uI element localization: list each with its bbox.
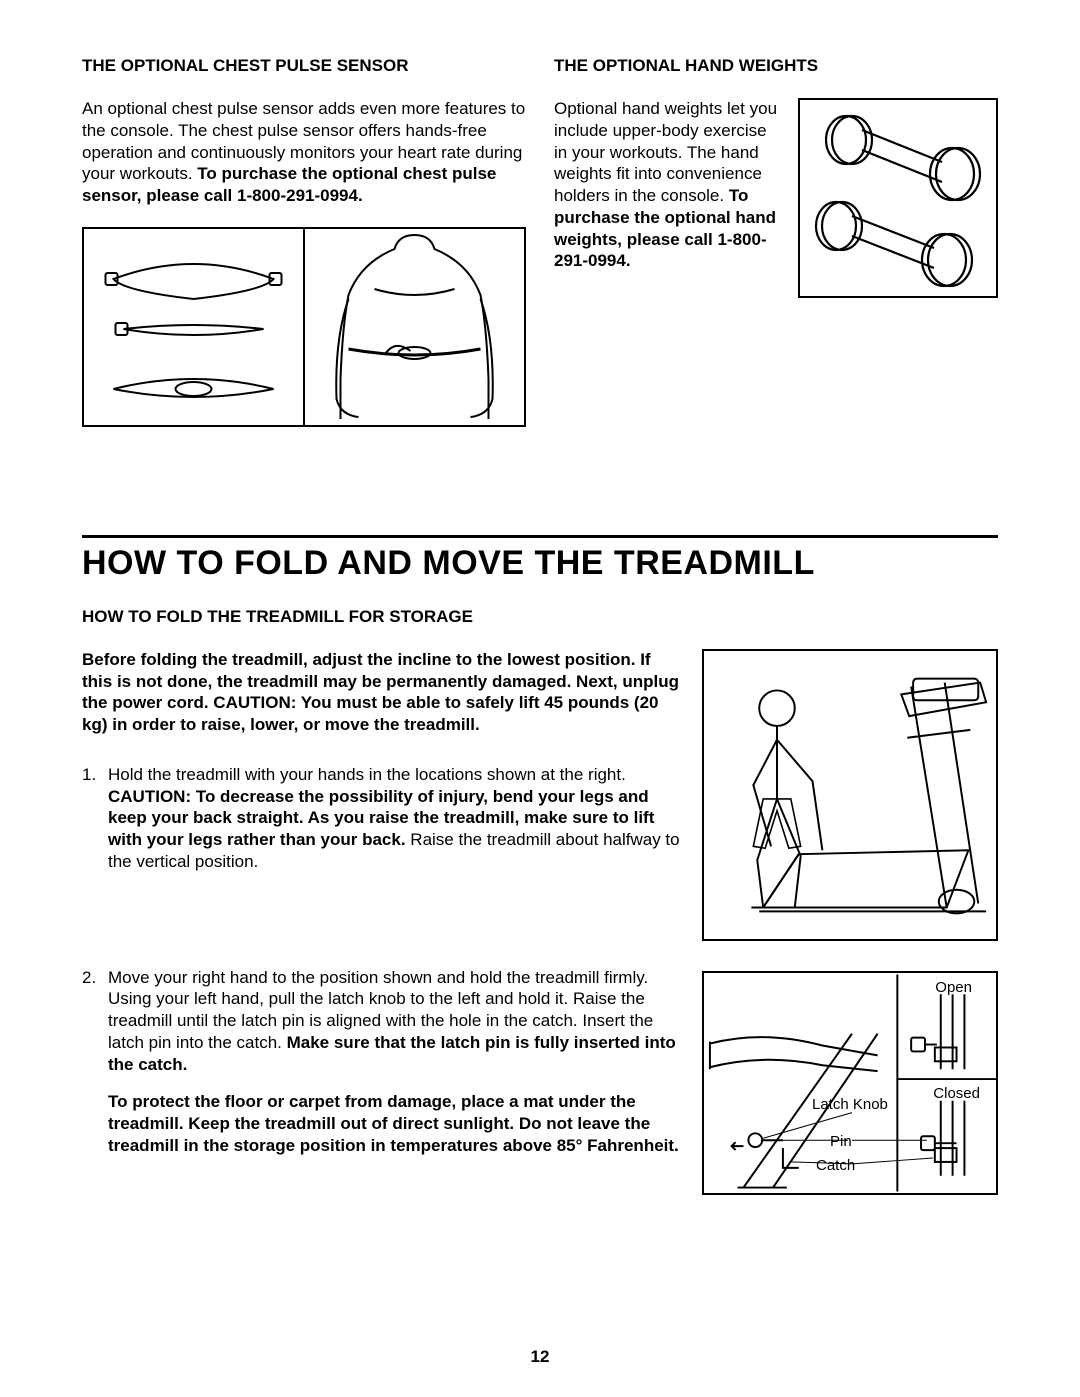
hand-weights-section: THE OPTIONAL HAND WEIGHTS Optional hand …	[554, 56, 998, 427]
fold-warning: Before folding the treadmill, adjust the…	[82, 649, 680, 736]
chest-wearing-figure	[304, 227, 526, 427]
step1-a: Hold the treadmill with your hands in th…	[108, 765, 626, 784]
chest-strap-figure	[82, 227, 304, 427]
main-heading: HOW TO FOLD AND MOVE THE TREADMILL	[82, 535, 998, 583]
hand-weights-paragraph: Optional hand weights let you include up…	[554, 98, 784, 298]
chest-sensor-title: THE OPTIONAL CHEST PULSE SENSOR	[82, 56, 526, 76]
fold-step-2: 2. Move your right hand to the position …	[82, 967, 680, 1157]
step-number: 2.	[82, 967, 108, 1157]
label-open: Open	[935, 979, 972, 996]
step-2-body: Move your right hand to the position sho…	[108, 967, 680, 1157]
fold-figure-1	[702, 649, 998, 941]
hand-weights-figure	[798, 98, 998, 298]
label-pin: Pin	[830, 1133, 852, 1150]
chest-sensor-section: THE OPTIONAL CHEST PULSE SENSOR An optio…	[82, 56, 526, 427]
label-knob: Latch Knob	[812, 1097, 888, 1114]
fold-figure-2: Open Closed Latch Knob Pin Catch	[702, 971, 998, 1195]
fold-content: Before folding the treadmill, adjust the…	[82, 649, 998, 1195]
manual-page: THE OPTIONAL CHEST PULSE SENSOR An optio…	[0, 0, 1080, 1397]
page-number: 12	[0, 1347, 1080, 1367]
step-number: 1.	[82, 764, 108, 873]
step-1-body: Hold the treadmill with your hands in th…	[108, 764, 680, 873]
fold-subtitle: HOW TO FOLD THE TREADMILL FOR STORAGE	[82, 607, 998, 627]
top-columns: THE OPTIONAL CHEST PULSE SENSOR An optio…	[82, 56, 998, 427]
label-catch: Catch	[816, 1157, 855, 1174]
chest-sensor-figures	[82, 227, 526, 427]
step2-c: To protect the floor or carpet from dama…	[108, 1091, 680, 1156]
fold-step-1: 1. Hold the treadmill with your hands in…	[82, 764, 680, 873]
label-closed: Closed	[933, 1085, 980, 1102]
chest-sensor-paragraph: An optional chest pulse sensor adds even…	[82, 98, 526, 207]
hand-weights-title: THE OPTIONAL HAND WEIGHTS	[554, 56, 998, 76]
